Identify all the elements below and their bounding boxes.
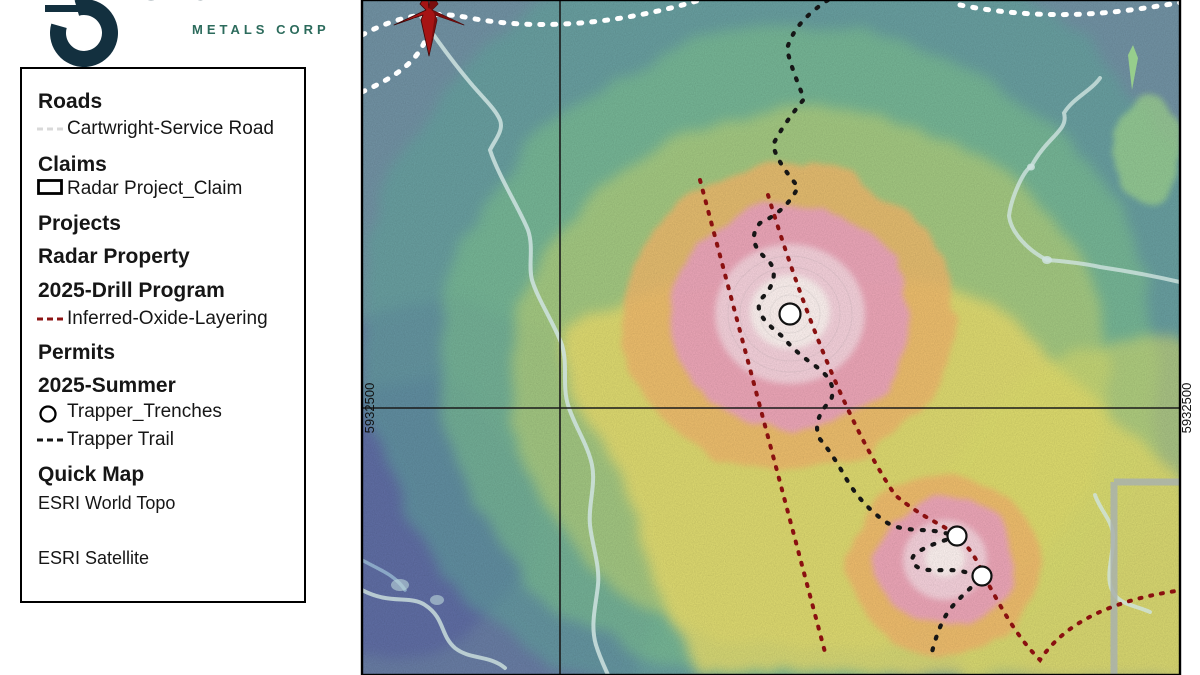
- svg-text:5932500: 5932500: [1179, 383, 1194, 434]
- svg-text:5932500: 5932500: [362, 383, 377, 434]
